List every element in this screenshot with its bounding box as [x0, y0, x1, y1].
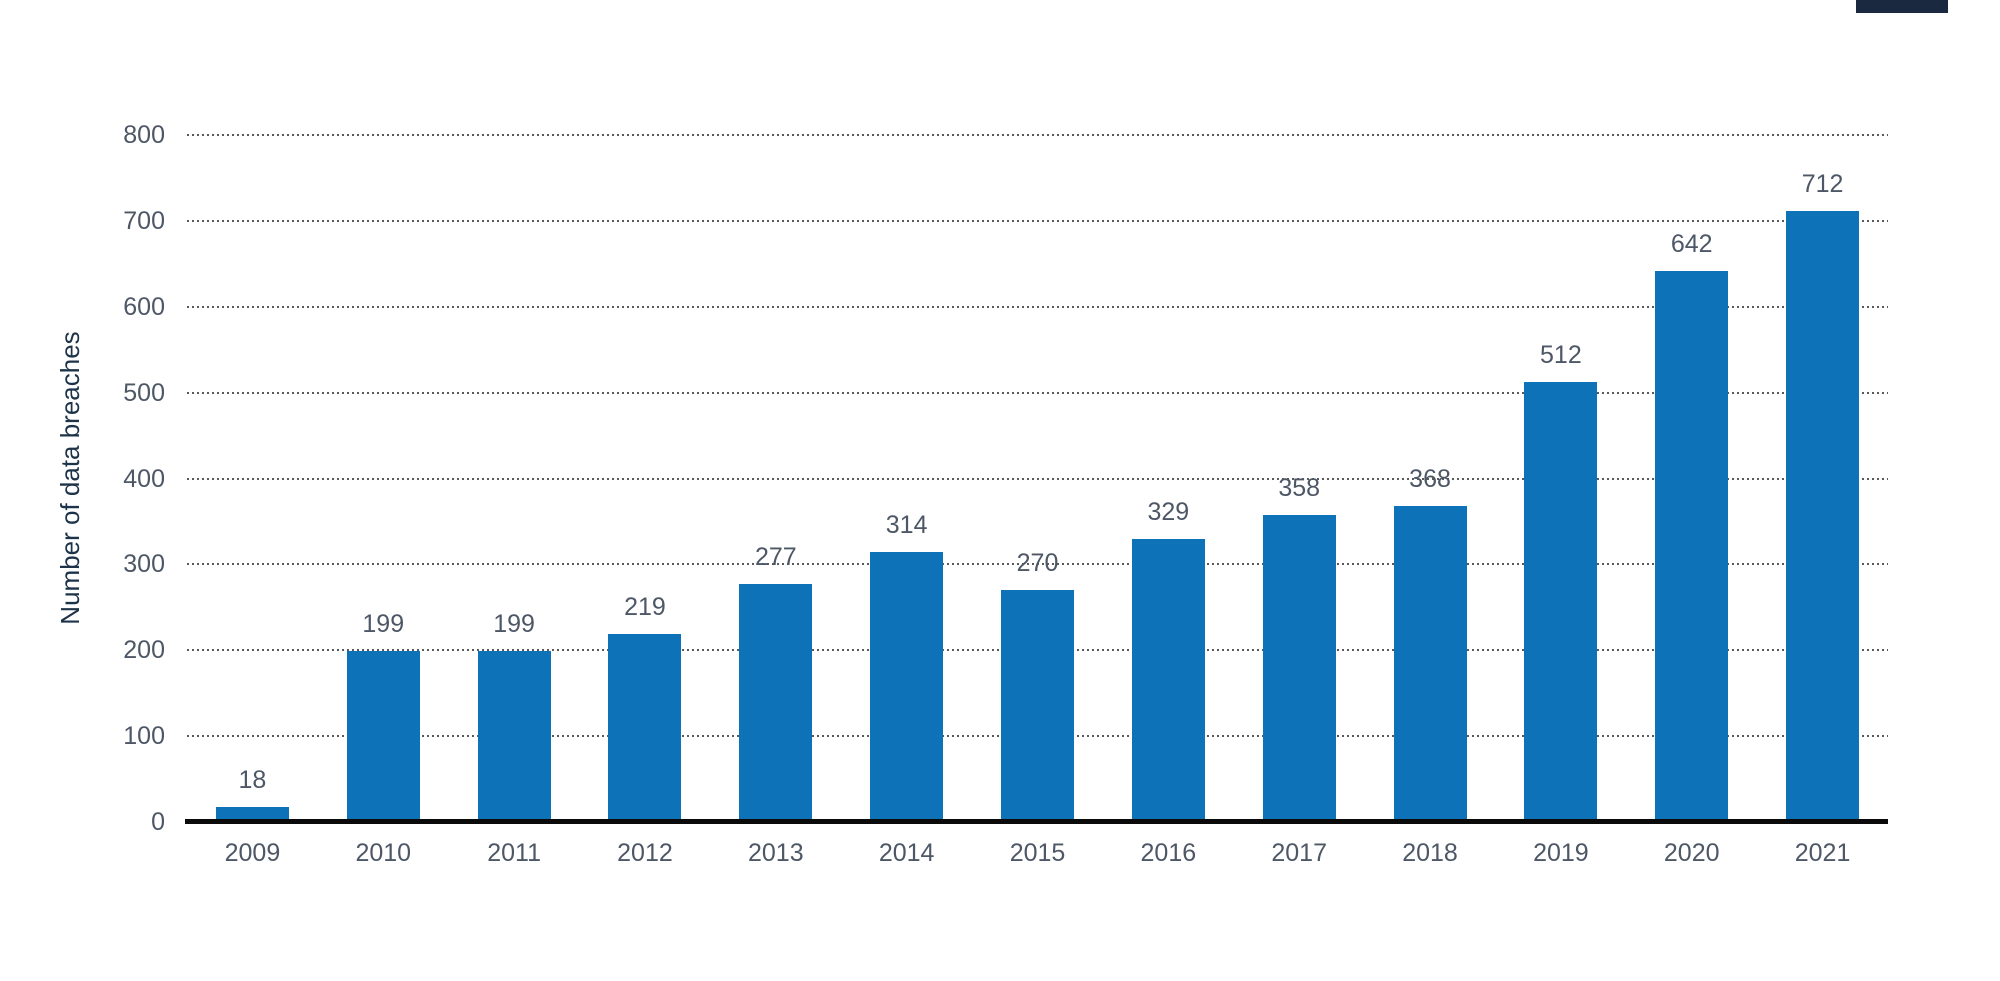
- bar-value-label: 329: [1147, 498, 1190, 527]
- bar-value-label: 199: [362, 610, 405, 639]
- x-tick-label: 2014: [878, 839, 935, 867]
- y-tick-label: 100: [123, 722, 165, 751]
- y-tick-label: 600: [123, 292, 165, 321]
- x-tick-label: 2011: [487, 839, 541, 867]
- x-tick-label: 2009: [224, 839, 281, 867]
- x-tick-label: 2013: [747, 839, 804, 867]
- x-tick-label: 2012: [617, 839, 673, 867]
- gridline-700: [187, 219, 1888, 222]
- x-tick-label: 2018: [1402, 839, 1458, 867]
- bar-2018: [1393, 505, 1467, 822]
- y-tick-label: 700: [123, 206, 165, 235]
- y-tick-label: 300: [123, 550, 165, 579]
- gridline-400: [187, 477, 1888, 480]
- bar-value-label: 712: [1801, 169, 1844, 198]
- bar-value-label: 314: [885, 511, 928, 540]
- x-axis-line: [185, 819, 1888, 824]
- y-tick-label: 400: [123, 464, 165, 493]
- bar-2009: [215, 806, 289, 822]
- x-tick-label: 2020: [1663, 839, 1720, 867]
- bar-value-label: 277: [754, 543, 797, 572]
- bar-2019: [1524, 382, 1598, 822]
- bar-value-label: 199: [493, 610, 535, 639]
- bar-value-label: 358: [1278, 473, 1321, 502]
- gridline-800: [187, 134, 1888, 136]
- bar-value-label: 270: [1016, 549, 1059, 578]
- cropped-ui-artifact: [1856, 0, 1948, 13]
- y-tick-label: 0: [151, 808, 165, 836]
- bar-2012: [608, 633, 682, 822]
- bar-value-label: 219: [624, 592, 666, 621]
- bar-value-label: 368: [1409, 464, 1451, 493]
- gridline-600: [187, 305, 1888, 308]
- gridline-500: [187, 391, 1888, 394]
- bar-value-label: 512: [1540, 341, 1582, 370]
- y-tick-label: 500: [123, 378, 165, 407]
- bar-2016: [1131, 539, 1205, 822]
- bar-2020: [1655, 270, 1729, 822]
- y-tick-label: 200: [123, 636, 165, 665]
- gridline-300: [187, 563, 1888, 566]
- bar-2013: [739, 584, 813, 822]
- x-tick-label: 2010: [355, 839, 412, 867]
- bar-2011: [477, 651, 551, 822]
- bar-value-label: 18: [238, 765, 267, 794]
- bar-2017: [1262, 514, 1336, 822]
- x-tick-label: 2017: [1271, 839, 1327, 867]
- bar-2015: [1001, 590, 1074, 822]
- x-tick-label: 2016: [1140, 839, 1197, 867]
- bar-2021: [1786, 210, 1860, 822]
- x-tick-label: 2015: [1009, 839, 1066, 867]
- x-tick-label: 2021: [1794, 839, 1851, 867]
- bar-value-label: 642: [1670, 229, 1713, 258]
- x-tick-label: 2019: [1533, 839, 1589, 867]
- y-tick-label: 800: [123, 121, 165, 149]
- bar-2010: [346, 651, 420, 822]
- bar-2014: [870, 552, 944, 822]
